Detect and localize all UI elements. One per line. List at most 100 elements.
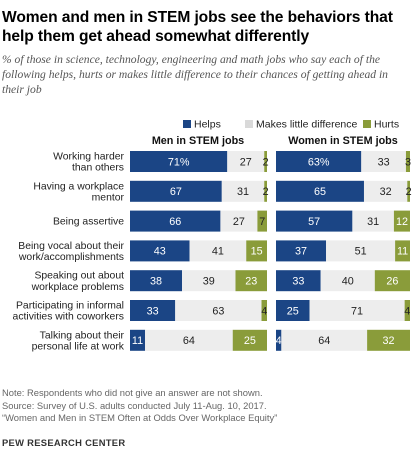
bar-segment [276, 151, 362, 172]
data-label: 27 [240, 156, 252, 168]
bar-segment [130, 270, 183, 292]
bar-segment [130, 329, 146, 351]
data-label: 39 [203, 276, 215, 288]
bar-segment [276, 300, 310, 321]
bar-segment [130, 210, 221, 232]
legend-label: Makes little difference [256, 119, 358, 131]
bar-segment [405, 151, 410, 172]
bar-segment [276, 240, 327, 262]
data-label: 64 [318, 335, 330, 347]
bar-segment [264, 151, 267, 172]
chart-subtitle: % of those in science, technology, engin… [2, 53, 388, 96]
data-label: 65 [314, 186, 326, 198]
data-label: 63% [308, 156, 330, 168]
bar-segment [281, 329, 368, 351]
data-label: 63 [212, 305, 224, 317]
data-label: 4 [261, 305, 267, 317]
data-label: 12 [396, 216, 408, 228]
bar-segment [276, 210, 353, 232]
bar-segment [309, 300, 405, 321]
brand-label: PEW RESEARCH CENTER [2, 437, 126, 448]
bar-segment [276, 270, 321, 292]
bar-segment [407, 180, 410, 202]
report-title-line: “Women and Men in STEM Often at Odds Ove… [2, 412, 278, 423]
data-label: 38 [150, 276, 162, 288]
note-line: Note: Respondents who did not give an an… [2, 387, 263, 398]
bar-segment [235, 270, 267, 292]
data-label: 11 [132, 335, 143, 347]
data-label: 33 [147, 305, 159, 317]
source-line: Source: Survey of U.S. adults conducted … [2, 399, 267, 411]
data-label: 25 [244, 335, 256, 347]
category-label: Working harder than others [53, 152, 124, 174]
data-label: 64 [183, 335, 195, 347]
category-label: Being assertive [53, 217, 124, 228]
bar-segment [175, 300, 262, 321]
data-label: 2 [406, 186, 412, 198]
chart-title: Women and men in STEM jobs see the behav… [2, 9, 393, 45]
panel-title: Women in STEM jobs [288, 135, 398, 147]
data-label: 33 [378, 156, 390, 168]
bar-segment [246, 240, 267, 262]
legend-swatch [363, 120, 371, 128]
bar-segment [130, 300, 176, 321]
category-label: Talking about their personal life at work [32, 330, 125, 352]
category-label: Being vocal about their work/accomplishme… [18, 241, 125, 263]
data-label: 31 [367, 216, 379, 228]
data-label: 33 [292, 276, 304, 288]
data-label: 37 [295, 246, 307, 258]
data-label: 3 [405, 156, 411, 168]
data-label: 15 [251, 246, 263, 258]
data-label: 2 [263, 156, 269, 168]
data-label: 27 [233, 216, 245, 228]
bar-segment [361, 151, 406, 172]
data-label: 51 [355, 246, 367, 258]
bar-segment [227, 151, 265, 172]
bar-segment [374, 270, 410, 292]
data-label: 25 [287, 305, 299, 317]
category-label: Speaking out about workplace problems [31, 271, 125, 293]
data-label: 4 [276, 335, 282, 347]
bar-segment [276, 329, 282, 351]
bar-segment [232, 329, 267, 351]
data-label: 32 [383, 335, 395, 347]
panel-title: Men in STEM jobs [152, 135, 244, 147]
data-label: 31 [237, 186, 249, 198]
bar-segment [264, 180, 267, 202]
legend-swatch [245, 120, 253, 128]
category-label: Having a workplace mentor [33, 181, 124, 203]
data-label: 71% [168, 156, 190, 168]
data-label: 7 [259, 216, 265, 228]
data-label: 66 [169, 216, 181, 228]
data-label: 67 [170, 186, 182, 198]
data-label: 40 [342, 276, 354, 288]
bar-segment [189, 240, 247, 262]
data-label: 32 [380, 186, 392, 198]
bar-segment [257, 210, 267, 232]
bar-segment [220, 210, 258, 232]
bar-segment [130, 151, 228, 172]
data-label: 23 [245, 276, 257, 288]
legend-label: Helps [194, 119, 221, 131]
bar-segment [130, 240, 190, 262]
legend-swatch [183, 120, 191, 128]
bar-segment [145, 329, 233, 351]
bar-segment [130, 180, 222, 202]
bar-segment [182, 270, 236, 292]
bar-segment [320, 270, 375, 292]
bar-segment [261, 300, 267, 321]
bar-segment [221, 180, 265, 202]
bar-segment [352, 210, 394, 232]
data-label: 4 [404, 305, 410, 317]
data-label: 26 [386, 276, 398, 288]
legend-label: Hurts [374, 119, 399, 131]
bar-segment [404, 300, 410, 321]
data-label: 2 [263, 186, 269, 198]
bar-segment [276, 180, 364, 202]
category-label: Participating in informal activities with… [13, 301, 124, 323]
data-label: 41 [212, 246, 224, 258]
data-label: 57 [308, 216, 320, 228]
bar-segment [363, 180, 408, 202]
bar-segment [395, 240, 410, 262]
